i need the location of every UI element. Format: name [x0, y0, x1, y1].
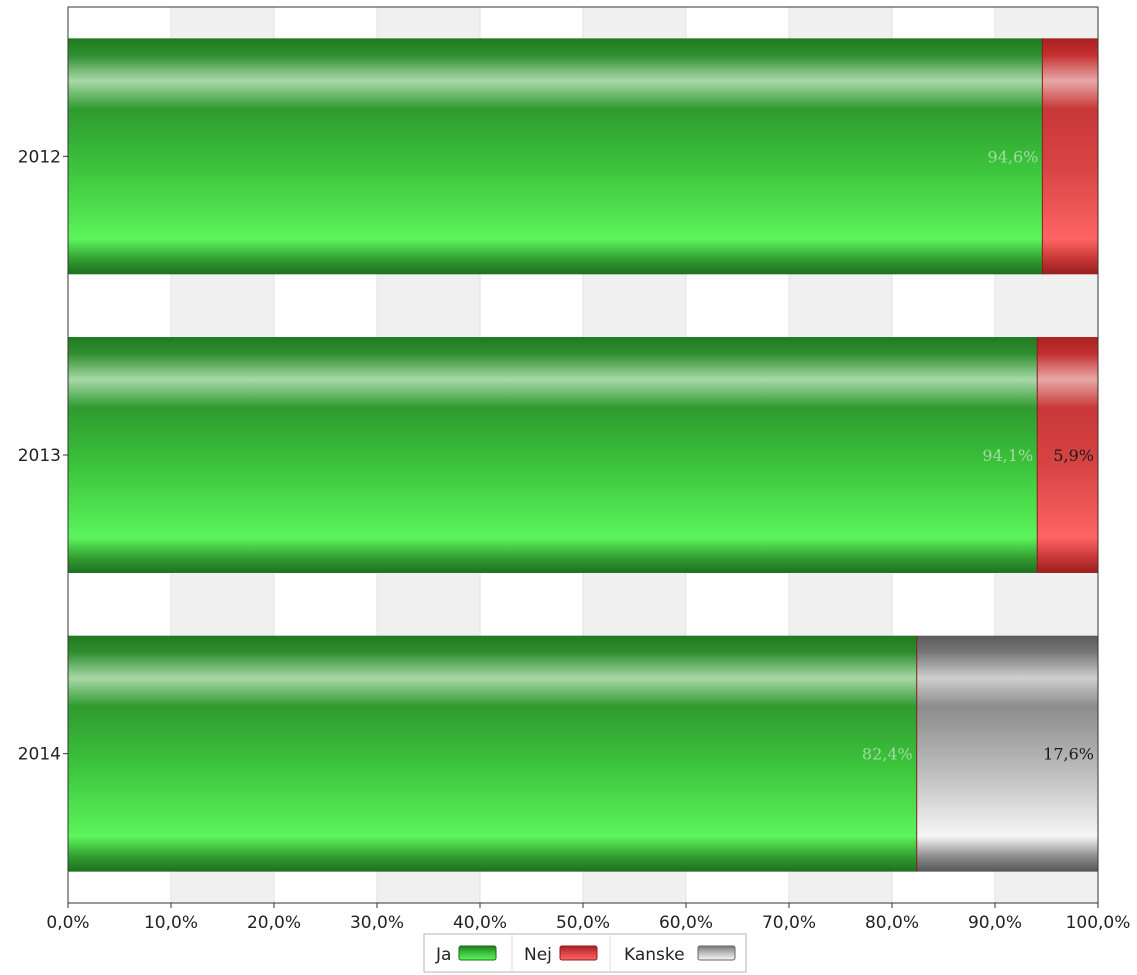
bar-ja-2014[interactable] [68, 635, 917, 872]
x-tick-label: 60,0% [659, 913, 713, 933]
legend-swatch-nej [559, 945, 598, 961]
x-tick-label: 10,0% [144, 913, 198, 933]
legend-swatch-ja [458, 945, 497, 961]
bar-ja-2012[interactable] [68, 38, 1043, 275]
data-label-ja-2014: 82,4% [862, 745, 913, 764]
x-tick-label: 90,0% [968, 913, 1022, 933]
category-label-2013: 2013 [18, 446, 61, 466]
x-tick-label: 0,0% [46, 913, 89, 933]
bar-kanske-2014[interactable] [916, 635, 1098, 872]
x-tick-label: 50,0% [556, 913, 610, 933]
legend-label-nej: Nej [524, 945, 552, 965]
bar-nej-2012[interactable] [1042, 38, 1098, 275]
category-label-2012: 2012 [18, 147, 61, 167]
x-tick-label: 70,0% [762, 913, 816, 933]
category-label-2014: 2014 [18, 745, 61, 765]
legend-label-kanske: Kanske [624, 945, 685, 965]
legend-label-ja: Ja [435, 945, 451, 965]
x-tick-label: 20,0% [247, 913, 301, 933]
bar-nej-2013[interactable] [1037, 337, 1098, 573]
data-label-nej-2013: 5,9% [1053, 446, 1094, 465]
x-tick-label: 80,0% [865, 913, 919, 933]
x-tick-label: 100,0% [1066, 913, 1131, 933]
x-tick-label: 40,0% [453, 913, 507, 933]
bar-ja-2013[interactable] [68, 337, 1038, 573]
legend-swatch-kanske [697, 945, 736, 961]
data-label-ja-2013: 94,1% [982, 446, 1033, 465]
data-label-kanske-2014: 17,6% [1043, 745, 1094, 764]
data-label-ja-2012: 94,6% [988, 147, 1039, 166]
x-tick-label: 30,0% [350, 913, 404, 933]
